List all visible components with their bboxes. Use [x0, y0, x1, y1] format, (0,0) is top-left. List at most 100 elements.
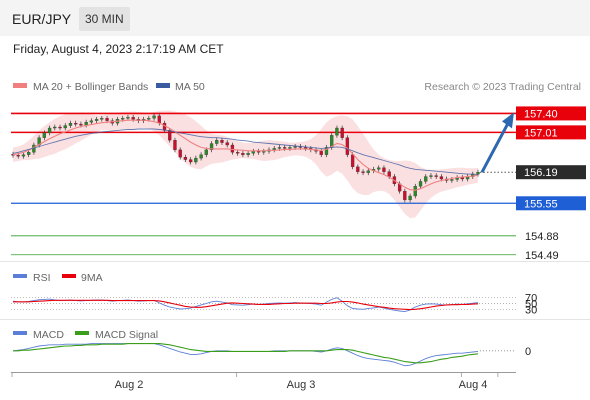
candle-body [215, 139, 219, 144]
price-level-tags: 157.40 157.01 156.19 155.55 154.88 154.49 [516, 106, 586, 262]
candle-body [256, 151, 261, 153]
candle-body [152, 115, 156, 119]
bollinger-band-fill [13, 110, 478, 219]
candle-body [413, 186, 417, 197]
candle-body [288, 147, 292, 149]
resistance-tag-label: 157.40 [524, 108, 558, 120]
candle-body [47, 127, 52, 134]
candle-body [58, 126, 62, 129]
candle-body [168, 130, 172, 141]
candle-body [194, 157, 198, 163]
candle-body [21, 154, 26, 157]
candle-body [100, 118, 104, 120]
x-axis-tick-label: Aug 3 [287, 379, 316, 391]
x-axis-tick-label: Aug 2 [115, 379, 144, 391]
candle-body [251, 151, 255, 154]
candle-body [230, 144, 235, 153]
candle-body [147, 118, 151, 120]
candle-body [262, 151, 266, 153]
candle-body [277, 147, 282, 149]
forecast-arrow [480, 112, 514, 173]
candle-body [89, 120, 94, 123]
instrument-title: EUR/JPY [12, 11, 72, 27]
resistance-tag-label: 157.01 [524, 127, 558, 139]
candle-body [350, 154, 355, 168]
candle-body [84, 122, 88, 126]
candle-body [387, 171, 391, 177]
candle-body [178, 149, 182, 158]
bollinger-legend-label: MA 20 + Bollinger Bands [33, 81, 148, 93]
timeframe-button[interactable]: 30 MIN [79, 7, 130, 31]
candle-body [340, 127, 344, 138]
candle-body [460, 177, 464, 180]
support-tag [516, 196, 586, 211]
candle-body [105, 118, 109, 121]
forecast-arrow-shaft [480, 122, 510, 173]
rsi-level-label: 30 [525, 304, 537, 316]
candle-body [429, 175, 433, 177]
macd-signal-line [13, 343, 479, 364]
ma20-line [12, 119, 479, 191]
rsi-level-label: 70 [525, 293, 537, 305]
candle-body [199, 154, 203, 159]
candle-body [173, 139, 177, 151]
candle-body [209, 143, 214, 151]
candle-body [335, 127, 339, 136]
candle-body [361, 171, 365, 173]
candle-body [324, 147, 329, 155]
candle-body [63, 125, 67, 129]
rsi-legend-label: RSI [33, 272, 51, 284]
candle-body [450, 179, 454, 181]
candle-body [68, 122, 73, 126]
candle-body [283, 147, 287, 149]
candle-body [16, 155, 20, 157]
macd-signal-legend-swatch [75, 331, 89, 335]
candle-body [53, 126, 57, 129]
candle-body [366, 170, 370, 173]
rsi-legend-swatch [13, 274, 27, 278]
rsi-level-label: 50 [525, 299, 537, 311]
ma50-legend-swatch [156, 83, 170, 88]
candle-body [236, 152, 240, 154]
ma50-line [12, 128, 479, 176]
top-bar: EUR/JPY 30 MIN [0, 0, 590, 36]
candle-body [439, 176, 444, 180]
current-price-label: 156.19 [524, 167, 558, 179]
resistance-tag [516, 125, 586, 140]
candle-body [94, 119, 99, 121]
macd-signal-legend-label: MACD Signal [95, 329, 158, 341]
current-price-tag [516, 165, 586, 180]
candle-body [377, 167, 381, 170]
candle-body [241, 153, 245, 155]
candle-body [246, 153, 250, 155]
candle-body [27, 152, 31, 155]
candle-body [183, 156, 188, 160]
macd-panel: 0 [12, 343, 531, 367]
x-axis: Aug 2 Aug 3 Aug 4 [11, 372, 499, 391]
candle-body [126, 117, 130, 119]
candle-body [476, 172, 480, 175]
candle-body [42, 132, 46, 138]
candle-body [131, 117, 135, 120]
candle-body [434, 175, 438, 177]
resistance-tag [516, 106, 586, 121]
bollinger-legend-swatch [13, 83, 27, 88]
candle-body [225, 142, 229, 146]
forecast-arrow-head [502, 112, 514, 129]
rsi-ma-legend-swatch [62, 274, 76, 278]
candle-body [418, 181, 423, 187]
target-label: 154.49 [525, 250, 559, 262]
candle-body [74, 122, 78, 125]
macd-legend-label: MACD [33, 329, 64, 341]
macd-legend-swatch [13, 331, 27, 335]
candle-body [293, 146, 297, 148]
candle-body [408, 195, 412, 201]
target-label: 154.88 [525, 231, 559, 243]
support-tag-label: 155.55 [524, 198, 558, 210]
bollinger-band-area [13, 110, 478, 219]
candle-body [424, 176, 428, 182]
candle-body [345, 137, 350, 155]
rsi-ma-legend-label: 9MA [81, 272, 103, 284]
